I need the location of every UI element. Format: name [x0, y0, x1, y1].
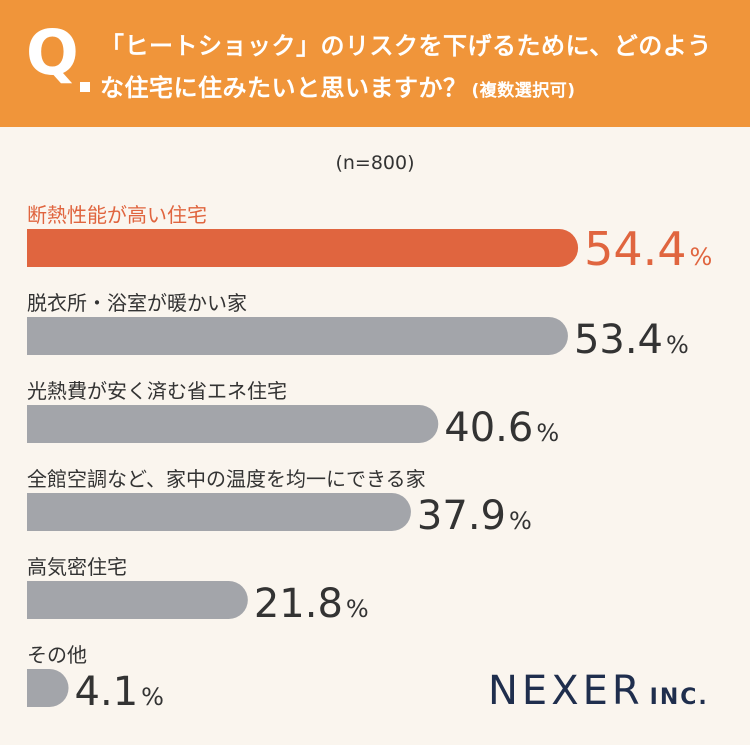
value-label: 37.9% — [417, 493, 532, 539]
value-unit: % — [509, 507, 532, 535]
company-logo: NEXER INC. — [488, 668, 709, 714]
question-header: Q 「ヒートショック」のリスクを下げるために、どのような住宅に住みたいと思います… — [0, 0, 750, 127]
sample-size-label: (n=800) — [335, 152, 415, 174]
value-number: 21.8 — [254, 581, 343, 627]
bar — [27, 493, 411, 531]
bar — [27, 405, 439, 443]
question-text: 「ヒートショック」のリスクを下げるために、どのような住宅に住みたいと思いますか？… — [100, 25, 730, 112]
category-label: その他 — [27, 643, 87, 667]
value-unit: % — [141, 683, 164, 711]
value-unit: % — [346, 595, 369, 623]
category-label: 高気密住宅 — [27, 555, 127, 579]
question-body: 「ヒートショック」のリスクを下げるために、どのような住宅に住みたいと思いますか？ — [100, 32, 712, 102]
logo-sub-text: INC. — [649, 685, 709, 710]
value-label: 54.4% — [584, 222, 712, 276]
question-mark-dot — [80, 82, 90, 92]
logo-main-text: NEXER — [488, 668, 644, 714]
question-note: (複数選択可) — [471, 81, 576, 101]
bar — [27, 229, 579, 267]
bar — [27, 317, 568, 355]
value-label: 53.4% — [574, 317, 689, 363]
category-label: 断熱性能が高い住宅 — [27, 203, 207, 227]
value-unit: % — [536, 419, 559, 447]
question-mark: Q — [26, 16, 79, 89]
value-number: 4.1 — [75, 669, 139, 715]
category-label: 脱衣所・浴室が暖かい家 — [27, 291, 247, 315]
value-unit: % — [666, 331, 689, 359]
value-label: 40.6% — [444, 405, 559, 451]
value-label: 21.8% — [254, 581, 369, 627]
value-unit: % — [689, 243, 712, 271]
value-number: 54.4 — [584, 222, 686, 276]
value-label: 4.1% — [75, 669, 164, 715]
bar — [27, 669, 69, 707]
value-number: 40.6 — [444, 405, 533, 451]
value-number: 53.4 — [574, 317, 663, 363]
bar — [27, 581, 248, 619]
category-label: 全館空調など、家中の温度を均一にできる家 — [27, 467, 426, 491]
value-number: 37.9 — [417, 493, 506, 539]
category-label: 光熱費が安く済む省エネ住宅 — [27, 379, 287, 403]
